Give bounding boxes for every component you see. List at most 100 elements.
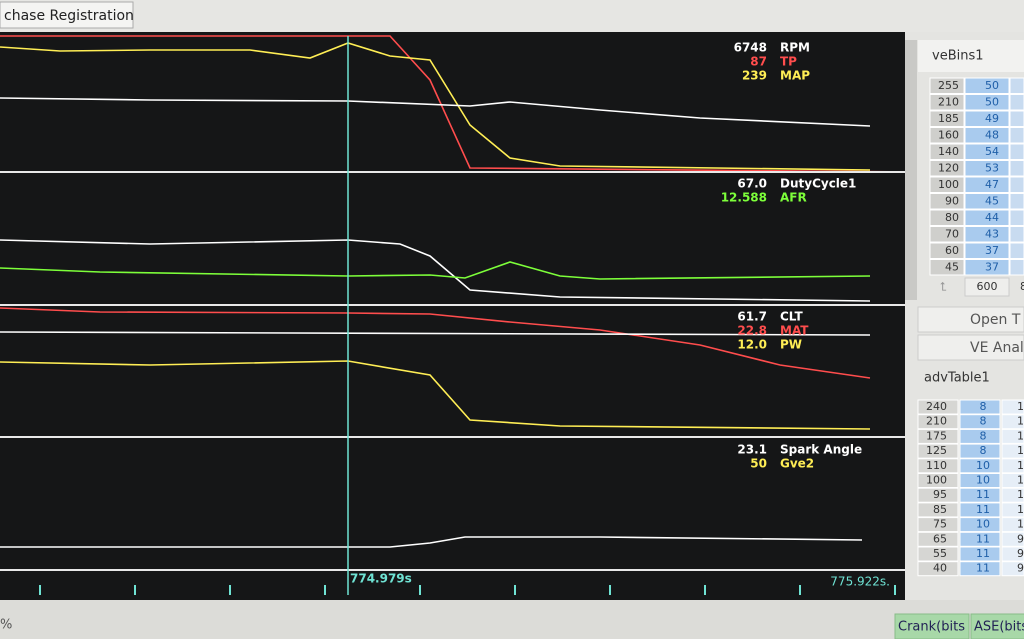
adv-cell[interactable] <box>1001 414 1024 430</box>
adv-cell[interactable] <box>1001 531 1024 547</box>
ve-cell-value: 50 <box>985 96 999 109</box>
adv-cell[interactable] <box>959 443 1001 459</box>
readout-value: 6748 <box>734 41 767 55</box>
indicator <box>894 613 970 639</box>
ve-cell[interactable] <box>1009 77 1024 94</box>
adv-cell[interactable] <box>1001 428 1024 444</box>
ve-cell[interactable] <box>1009 94 1024 111</box>
adv-row-label: 55 <box>933 547 947 560</box>
ve-row-label: 100 <box>938 178 959 191</box>
readout-value: 12.588 <box>721 191 767 205</box>
adv-cell[interactable] <box>1001 546 1024 562</box>
ve-cell-value: 43 <box>985 228 999 241</box>
readout-name: TP <box>780 55 797 69</box>
adv-cell[interactable] <box>1001 487 1024 503</box>
adv-cell[interactable] <box>959 517 1001 533</box>
adv-row-label: 95 <box>933 488 947 501</box>
adv-cell-value: 8 <box>980 429 987 442</box>
ve-cell[interactable] <box>1009 209 1024 226</box>
ve-cell[interactable] <box>964 242 1010 259</box>
ve-cell[interactable] <box>964 209 1010 226</box>
ve-cell[interactable] <box>1009 193 1024 210</box>
adv-row-label: 110 <box>926 459 947 472</box>
adv-cell[interactable] <box>959 546 1001 562</box>
ve-cell[interactable] <box>1009 110 1024 127</box>
ve-cell[interactable] <box>1009 242 1024 259</box>
indicator-label: Crank(bits <box>898 620 965 635</box>
adv-row-label: 240 <box>926 400 947 413</box>
trace <box>0 261 871 280</box>
ve-row-label-cell <box>929 176 965 193</box>
adv-cell[interactable] <box>959 531 1001 547</box>
readout-name: MAP <box>780 69 810 83</box>
ve-cell[interactable] <box>964 226 1010 243</box>
trace <box>0 42 871 171</box>
ve-cell[interactable] <box>1009 226 1024 243</box>
adv-cell[interactable] <box>1001 561 1024 577</box>
adv-cell-value: 1 <box>1017 488 1024 501</box>
ve-cell[interactable] <box>964 127 1010 144</box>
adv-cell-value: 11 <box>976 503 990 516</box>
ve-cell[interactable] <box>1009 143 1024 160</box>
adv-cell[interactable] <box>1001 443 1024 459</box>
adv-cell[interactable] <box>959 414 1001 430</box>
ve-row-label-cell <box>929 242 965 259</box>
adv-cell[interactable] <box>959 458 1001 474</box>
adv-cell[interactable] <box>959 473 1001 488</box>
adv-cell[interactable] <box>1001 458 1024 474</box>
ve-footer-cell <box>964 277 1010 297</box>
adv-cell[interactable] <box>959 502 1001 518</box>
adv-row-label: 210 <box>926 415 947 428</box>
button[interactable] <box>917 306 1024 333</box>
adv-cell-value: 1 <box>1017 444 1024 457</box>
ve-cell[interactable] <box>964 176 1010 193</box>
adv-row-label-cell <box>917 561 959 577</box>
ve-row-label-cell <box>929 77 965 94</box>
ve-cell[interactable] <box>964 110 1010 127</box>
tab-label: chase Registration <box>4 8 134 24</box>
readout-value: 67.0 <box>737 177 767 191</box>
ve-cell[interactable] <box>964 94 1010 111</box>
ve-cell[interactable] <box>1009 127 1024 144</box>
adv-cell[interactable] <box>959 399 1001 415</box>
button-label: Open T <box>970 312 1021 328</box>
splitter[interactable] <box>905 40 917 300</box>
ve-row-label-cell <box>929 160 965 177</box>
ve-footer: 600 <box>977 280 998 293</box>
adv-cell[interactable] <box>959 428 1001 444</box>
adv-cell[interactable] <box>959 487 1001 503</box>
ve-cell[interactable] <box>1009 259 1024 276</box>
adv-cell[interactable] <box>959 561 1001 577</box>
ve-cell-value: 44 <box>985 211 999 224</box>
ve-cell[interactable] <box>964 259 1010 276</box>
ve-cell[interactable] <box>1009 160 1024 177</box>
adv-cell-value: 1 <box>1017 415 1024 428</box>
adv-cell[interactable] <box>1001 502 1024 518</box>
button-label: VE Anal <box>970 340 1024 356</box>
adv-cell[interactable] <box>1001 473 1024 488</box>
ve-row-label: 60 <box>945 244 959 257</box>
indicator-label: ASE(bits <box>974 620 1024 635</box>
ve-cell[interactable] <box>964 160 1010 177</box>
readout-name: CLT <box>780 310 803 324</box>
tab[interactable] <box>0 1 134 29</box>
ve-row-label-cell <box>929 226 965 243</box>
trace <box>0 360 871 430</box>
traces <box>0 35 906 548</box>
ve-cell[interactable] <box>964 193 1010 210</box>
adv-cell[interactable] <box>1001 399 1024 415</box>
ve-row-label: 185 <box>938 112 959 125</box>
ve-row-label-cell <box>929 209 965 226</box>
adv-row-label-cell <box>917 428 959 444</box>
readout-name: Gve2 <box>780 457 814 471</box>
adv-cell-value: 10 <box>976 459 990 472</box>
cursor-time: 774.979s <box>350 572 412 586</box>
ve-cell[interactable] <box>964 143 1010 160</box>
ve-row-label: 70 <box>945 228 959 241</box>
button[interactable] <box>917 334 1024 361</box>
ve-cell[interactable] <box>1009 176 1024 193</box>
adv-cell[interactable] <box>1001 517 1024 533</box>
ve-cell[interactable] <box>964 77 1010 94</box>
adv-cell-value: 10 <box>976 518 990 531</box>
